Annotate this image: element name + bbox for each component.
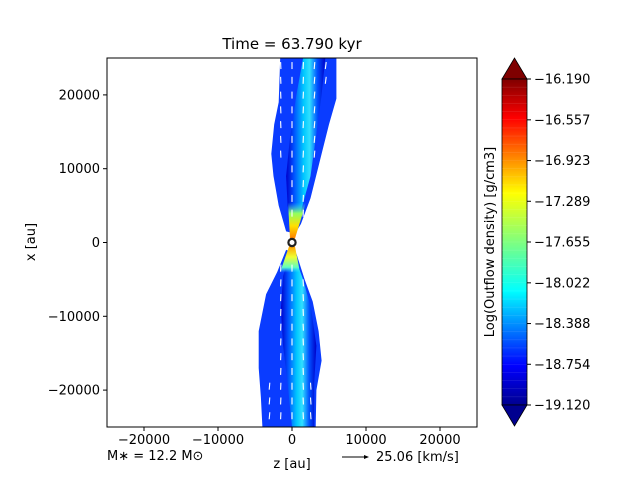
dense-neck-upper: [288, 202, 306, 239]
colorbar-extend-bottom: [501, 404, 528, 427]
y-axis-label: x [au]: [24, 223, 39, 261]
y-axis-ticks: −20000 −10000 0 10000 20000: [48, 88, 107, 399]
velocity-arrow: [309, 397, 312, 405]
x-tick-label: −20000: [118, 433, 170, 448]
colorbar-tick-label: −16.923: [534, 154, 590, 169]
x-tick-label: 20000: [419, 433, 460, 448]
colorbar-tick-label: −16.190: [534, 73, 590, 88]
colorbar-gradient: [501, 78, 528, 406]
colorbar-tick-label: −17.289: [534, 195, 590, 210]
velocity-arrow: [309, 382, 312, 390]
colorbar-tick-label: −16.557: [534, 113, 590, 128]
x-axis-ticks: −20000 −10000 0 10000 20000: [118, 427, 461, 448]
colorbar: −16.190 −16.557 −16.923 −17.289 −17.655 −18.0…: [483, 57, 590, 427]
velocity-arrow: [313, 62, 316, 70]
velocity-key: 25.06 [km/s]: [342, 450, 459, 465]
outflow-lobes: [258, 58, 337, 427]
y-tick-label: 20000: [59, 88, 100, 103]
colorbar-tick-label: −19.120: [534, 399, 590, 414]
y-tick-label: 0: [92, 236, 100, 251]
velocity-arrow: [313, 106, 316, 114]
velocity-arrow: [313, 76, 316, 84]
velocity-key-label: 25.06 [km/s]: [376, 450, 459, 465]
colorbar-tick-label: −18.022: [534, 276, 590, 291]
colorbar-tick-label: −18.754: [534, 358, 590, 373]
velocity-arrow: [268, 382, 271, 390]
x-tick-label: −10000: [192, 433, 244, 448]
chart-title: Time = 63.790 kyr: [221, 35, 362, 53]
colorbar-label: Log(Outflow density) [g/cm3]: [483, 147, 498, 338]
velocity-arrow: [324, 76, 327, 84]
velocity-arrow: [324, 61, 327, 70]
colorbar-tick-label: −18.388: [534, 317, 590, 332]
velocity-arrow: [268, 397, 271, 405]
y-tick-label: −10000: [48, 310, 100, 325]
dense-neck-lower: [280, 246, 300, 273]
colorbar-tick-label: −17.655: [534, 236, 590, 251]
x-tick-label: 10000: [345, 433, 386, 448]
velocity-key-arrowhead: [364, 455, 369, 459]
velocity-arrow: [313, 91, 316, 99]
velocity-arrow: [313, 135, 316, 143]
velocity-arrow: [313, 121, 316, 129]
lobe-upper-core: [286, 58, 326, 232]
velocity-arrow: [313, 150, 316, 158]
x-axis-label: z [au]: [273, 457, 310, 472]
velocity-arrow: [309, 412, 312, 420]
colorbar-ticks: −16.190 −16.557 −16.923 −17.289 −17.655 −18.0…: [502, 73, 590, 414]
colorbar-extend-top: [501, 57, 528, 80]
y-tick-label: 10000: [59, 162, 100, 177]
lobe-lower-core: [280, 253, 317, 427]
velocity-arrow: [268, 412, 271, 420]
x-tick-label: 0: [288, 433, 296, 448]
star-marker: [287, 237, 297, 248]
y-tick-label: −20000: [48, 384, 100, 399]
plot-area: −20000 −10000 0 10000 20000 −20000 −10000 0 100…: [48, 57, 478, 448]
velocity-arrows: [268, 61, 327, 420]
stellar-mass-label: M∗ = 12.2 M⊙: [107, 449, 203, 464]
